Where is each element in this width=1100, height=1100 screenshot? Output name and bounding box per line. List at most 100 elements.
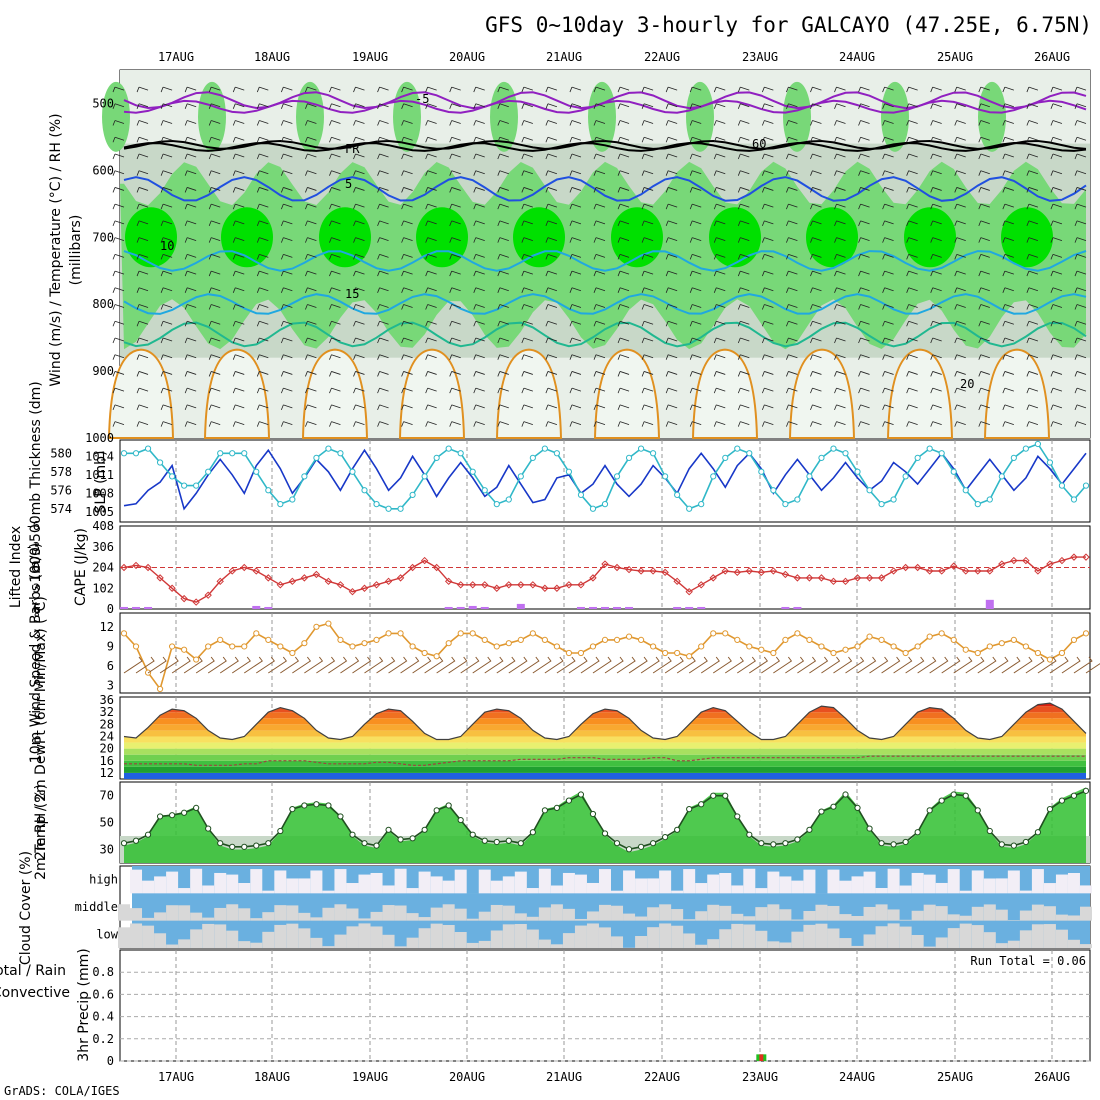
wind-barb [136, 421, 149, 427]
wind10m-barb [712, 656, 732, 674]
wind-barb [737, 220, 750, 227]
rh-point [445, 802, 452, 809]
wind-barb [906, 253, 918, 260]
cloud-high [430, 876, 443, 894]
wind-barb [1026, 404, 1039, 411]
wind-barb [1002, 253, 1014, 260]
bottom-date-label: 23AUG [742, 1070, 778, 1084]
thickness-point [794, 496, 801, 503]
wind-barb [593, 337, 606, 344]
wind-barb [449, 170, 461, 176]
wind-barb [882, 170, 894, 176]
thickness-point [385, 505, 392, 512]
wind-barb [569, 220, 582, 227]
wind-barb [906, 337, 918, 344]
wind-barb [834, 170, 846, 176]
wind-barb [401, 354, 413, 360]
wind-point [830, 649, 837, 657]
wind-point [986, 643, 993, 650]
cape-bar [252, 605, 261, 609]
thickness-point [914, 454, 921, 461]
legend-convective: Convective [0, 985, 70, 1001]
wind-barb [1074, 337, 1087, 344]
wind-barb [425, 220, 437, 227]
wind-barb [136, 203, 149, 210]
li-point [264, 574, 273, 582]
thickness-point [409, 491, 416, 498]
cloud-middle [214, 907, 227, 921]
wind-barb [1050, 404, 1063, 411]
wind-barb [256, 203, 269, 210]
wind-barb [665, 421, 678, 427]
wind-barb [1026, 287, 1039, 293]
rh-point [758, 840, 765, 847]
wind-barb [617, 203, 630, 210]
wind-barb [593, 203, 606, 210]
wind-barb [641, 187, 654, 193]
wind-barb [353, 371, 365, 377]
wind10m-barb [580, 656, 600, 674]
wind-barb [425, 86, 437, 93]
cloud-middle [803, 911, 816, 921]
cloud-high [454, 869, 467, 894]
wind-barb [280, 170, 293, 176]
wind-barb [617, 371, 630, 377]
wind-barb [617, 287, 630, 293]
wind-point [181, 646, 188, 653]
wind-barb [112, 270, 125, 277]
wind-barb [425, 136, 437, 143]
wind-point [746, 643, 753, 650]
wind-barb [786, 103, 798, 109]
cloud-high [478, 869, 491, 894]
wind-barb [954, 86, 966, 93]
wind-barb [425, 203, 437, 210]
rh-point [205, 825, 212, 832]
cloud-high [394, 868, 407, 894]
wind-barb [1074, 287, 1087, 293]
wind-barb [810, 120, 822, 126]
li-point [625, 565, 633, 574]
cloud-low [755, 930, 768, 948]
wind-barb [810, 86, 822, 93]
li-point [805, 574, 814, 582]
wind-barb [834, 371, 846, 377]
cloud-low [322, 946, 335, 948]
wind-barb [641, 320, 654, 327]
cloud-middle [1019, 910, 1032, 921]
wind-barb [930, 387, 942, 394]
wind-barb [834, 354, 846, 360]
wind-barb [954, 371, 966, 377]
wind-barb [689, 387, 702, 394]
wind-point [301, 640, 308, 647]
wind-barb [569, 136, 582, 143]
thickness-point [301, 473, 308, 480]
wind-barb [401, 337, 413, 344]
cloud-high [647, 878, 660, 894]
wind10m-barb [195, 656, 215, 674]
wind-barb [497, 253, 509, 260]
top-date-label: 24AUG [839, 50, 875, 64]
wind-barb [184, 103, 197, 109]
cape-bar [144, 606, 153, 609]
top-date-label: 21AUG [546, 50, 582, 64]
li-point [192, 598, 200, 606]
wind-barb [882, 220, 894, 227]
li-point [372, 581, 381, 589]
wind-barb [617, 253, 630, 260]
wind-barb [641, 354, 654, 360]
wind-barb [978, 237, 990, 243]
cloud-low [671, 925, 684, 948]
wind-barb [1026, 253, 1039, 260]
wind10m-barb [147, 656, 167, 674]
wind10m-barb [376, 656, 396, 674]
rh-point [1034, 829, 1042, 836]
li-point [312, 570, 321, 579]
cloud-middle [466, 918, 479, 921]
cloud-high [635, 878, 648, 894]
cloud-low [851, 945, 864, 948]
wind-barb [497, 270, 509, 277]
wind-barb [954, 170, 966, 176]
wind-barb [713, 387, 726, 394]
boundary-dome [886, 348, 954, 439]
wind-barb [449, 287, 461, 293]
